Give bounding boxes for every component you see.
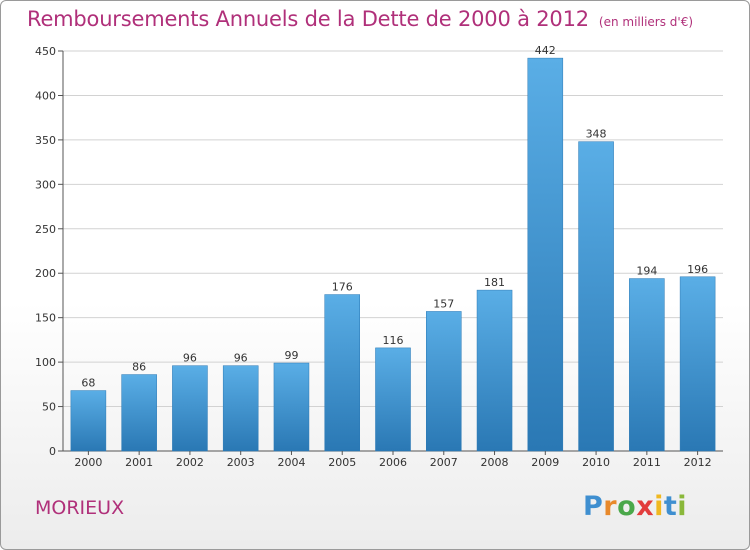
data-label: 96	[234, 352, 248, 365]
chart-title: Remboursements Annuels de la Dette de 20…	[27, 7, 589, 31]
commune-name: MORIEUX	[35, 497, 125, 519]
proxiti-logo: Proxiti	[583, 491, 687, 522]
x-tick-label: 2011	[633, 456, 661, 469]
data-label: 68	[81, 377, 95, 390]
data-label: 196	[687, 263, 708, 276]
x-tick-label: 2004	[277, 456, 305, 469]
chart-title-block: Remboursements Annuels de la Dette de 20…	[27, 7, 693, 31]
data-label: 194	[636, 265, 657, 278]
chart-unit: (en milliers d'€)	[598, 15, 694, 29]
bar	[629, 278, 665, 452]
bar	[578, 141, 614, 452]
x-tick-label: 2002	[176, 456, 204, 469]
logo-letter: P	[583, 491, 604, 522]
x-tick-label: 2006	[379, 456, 407, 469]
bar	[375, 347, 411, 452]
bar	[222, 365, 259, 452]
data-label: 181	[484, 276, 505, 289]
logo-letter: t	[663, 491, 678, 522]
y-tick-label: 0	[49, 445, 56, 458]
x-tick-label: 2005	[328, 456, 356, 469]
x-tick-label: 2007	[430, 456, 458, 469]
logo-letter: x	[636, 491, 655, 522]
y-tick-label: 250	[35, 223, 56, 236]
bar	[679, 276, 716, 452]
x-tick-label: 2009	[531, 456, 559, 469]
y-tick-label: 200	[35, 267, 56, 280]
x-tick-label: 2010	[582, 456, 610, 469]
data-label: 348	[586, 128, 607, 141]
data-label: 157	[433, 297, 454, 310]
y-tick-label: 450	[35, 45, 56, 58]
y-tick-label: 300	[35, 178, 56, 191]
logo-letter: i	[654, 491, 664, 522]
bar	[426, 311, 462, 452]
bar	[273, 362, 310, 452]
logo-letter: r	[603, 491, 618, 522]
x-tick-label: 2008	[481, 456, 509, 469]
data-label: 442	[535, 44, 556, 57]
bar	[476, 289, 513, 452]
bar	[172, 365, 208, 452]
x-tick-label: 2000	[74, 456, 102, 469]
bar	[324, 294, 360, 452]
y-tick-label: 350	[35, 134, 56, 147]
x-tick-label: 2003	[227, 456, 255, 469]
data-label: 86	[132, 361, 146, 374]
x-tick-label: 2012	[684, 456, 712, 469]
bar	[121, 374, 157, 452]
y-tick-label: 400	[35, 89, 56, 102]
y-tick-label: 150	[35, 312, 56, 325]
y-tick-label: 50	[42, 401, 56, 414]
logo-letter: o	[617, 491, 637, 522]
bar	[527, 57, 564, 452]
data-label: 99	[284, 349, 298, 362]
logo-letter: i	[677, 491, 688, 522]
x-tick-label: 2001	[125, 456, 153, 469]
bar	[70, 390, 107, 452]
y-tick-label: 100	[35, 356, 56, 369]
data-label: 96	[183, 352, 197, 365]
data-label: 116	[383, 334, 404, 347]
data-label: 176	[332, 281, 353, 294]
